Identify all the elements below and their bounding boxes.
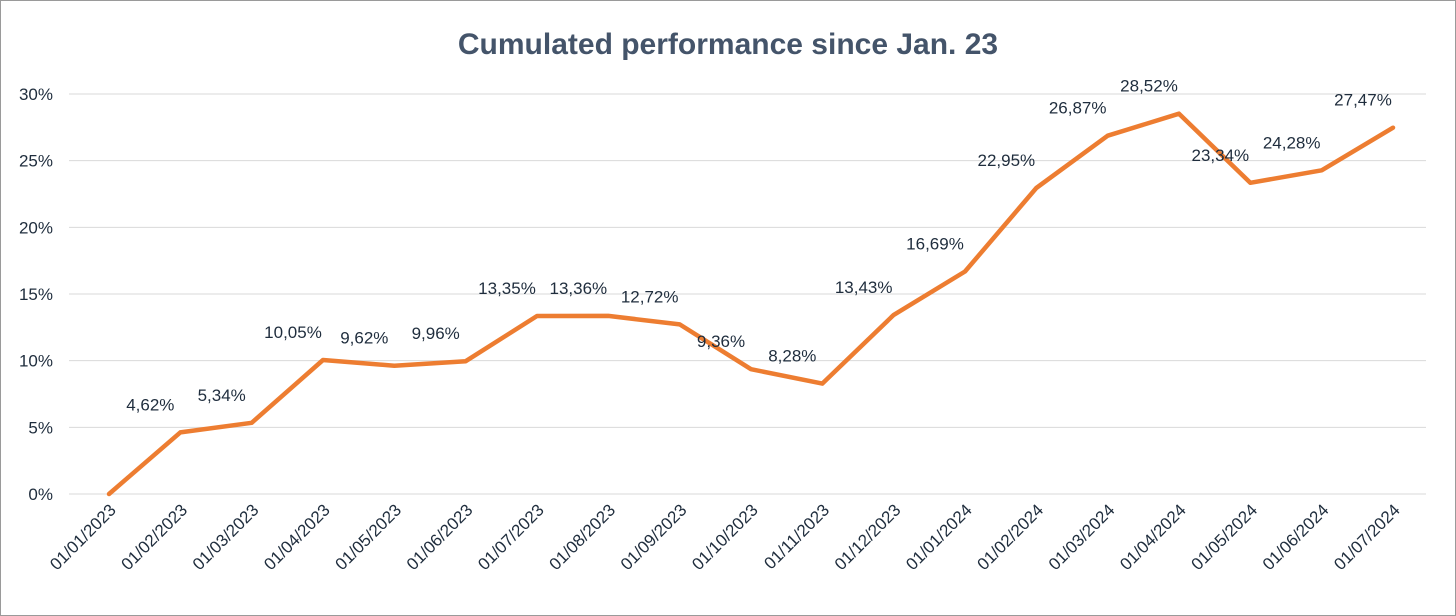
y-tick-label: 5%	[28, 418, 53, 437]
data-label: 9,36%	[697, 332, 745, 351]
x-tick-label: 01/02/2024	[974, 500, 1048, 574]
data-label: 9,62%	[340, 329, 388, 348]
series-line	[106, 111, 1396, 497]
x-tick-label: 01/02/2023	[118, 500, 192, 574]
y-tick-label: 15%	[19, 285, 53, 304]
x-tick-label: 01/01/2023	[46, 500, 120, 574]
data-label: 8,28%	[768, 347, 816, 366]
data-label: 22,95%	[977, 151, 1035, 170]
x-tick-label: 01/08/2023	[546, 500, 620, 574]
x-tick-label: 01/06/2023	[403, 500, 477, 574]
x-tick-label: 01/07/2024	[1330, 500, 1404, 574]
x-tick-label: 01/01/2024	[902, 500, 976, 574]
data-label: 28,52%	[1120, 77, 1178, 96]
data-label: 12,72%	[621, 287, 679, 306]
x-tick-label: 01/12/2023	[831, 500, 905, 574]
y-tick-label: 10%	[19, 352, 53, 371]
data-label: 10,05%	[264, 323, 322, 342]
data-label: 9,96%	[412, 324, 460, 343]
y-tick-label: 0%	[28, 485, 53, 504]
chart-title: Cumulated performance since Jan. 23	[458, 28, 998, 61]
y-axis: 0% 5% 10% 15% 20% 25% 30%	[19, 85, 53, 504]
x-tick-label: 01/04/2024	[1116, 500, 1190, 574]
x-tick-label: 01/04/2023	[260, 500, 334, 574]
data-label: 4,62%	[126, 395, 174, 414]
x-tick-label: 01/06/2024	[1259, 500, 1333, 574]
data-label: 26,87%	[1049, 99, 1107, 118]
data-label: 23,34%	[1191, 146, 1249, 165]
x-tick-label: 01/09/2023	[617, 500, 691, 574]
x-tick-label: 01/03/2023	[189, 500, 263, 574]
x-tick-label: 01/11/2023	[760, 500, 833, 573]
data-label: 5,34%	[198, 386, 246, 405]
x-tick-label: 01/05/2023	[332, 500, 406, 574]
data-label: 24,28%	[1263, 133, 1321, 152]
data-label: 13,43%	[835, 278, 893, 297]
data-label: 13,35%	[478, 279, 536, 298]
y-tick-label: 25%	[19, 152, 53, 171]
x-tick-label: 01/07/2023	[474, 500, 548, 574]
x-tick-label: 01/03/2024	[1045, 500, 1119, 574]
x-axis: 01/01/202301/02/202301/03/202301/04/2023…	[46, 500, 1404, 574]
series-layer	[106, 111, 1396, 497]
data-label: 27,47%	[1334, 91, 1392, 110]
x-tick-label: 01/05/2024	[1188, 500, 1262, 574]
data-label: 16,69%	[906, 234, 964, 253]
y-tick-label: 30%	[19, 85, 53, 104]
data-labels: 4,62% 5,34% 10,05% 9,62% 9,96% 13,35% 13,36% 12…	[126, 77, 1392, 415]
y-tick-label: 20%	[19, 218, 53, 237]
data-label: 13,36%	[549, 279, 607, 298]
x-tick-label: 01/10/2023	[688, 500, 762, 574]
gridlines	[69, 93, 1426, 495]
